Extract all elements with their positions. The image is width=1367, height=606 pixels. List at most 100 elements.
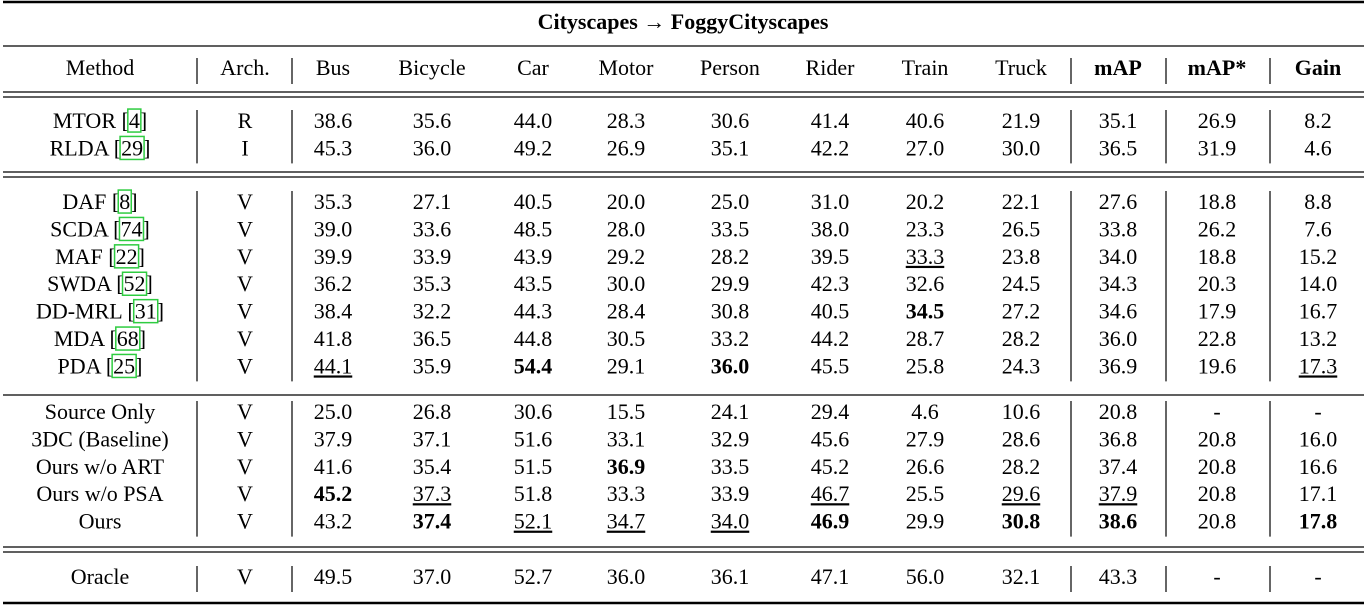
cell: 29.6 <box>1002 481 1041 506</box>
cell: 36.0 <box>711 353 750 378</box>
citation-link[interactable]: [4] <box>122 108 148 133</box>
cell: 45.3 <box>314 135 353 160</box>
cell: 20.8 <box>1099 399 1138 424</box>
cell: 32.9 <box>711 426 750 451</box>
method: 3DC (Baseline) <box>31 426 168 451</box>
citation-link[interactable]: [8] <box>112 189 138 214</box>
cell: 8.8 <box>1304 189 1332 214</box>
cell: 44.2 <box>811 326 850 351</box>
cell: 33.3 <box>906 244 945 269</box>
method-name: RLDA [29] <box>50 135 151 160</box>
cell: 51.8 <box>514 481 553 506</box>
cell: 52.1 <box>514 509 553 534</box>
cell: 27.9 <box>906 426 945 451</box>
method-name: SCDA [74] <box>50 216 150 241</box>
arch: V <box>237 426 253 451</box>
cell: 36.2 <box>314 271 353 296</box>
cell: 35.1 <box>711 135 750 160</box>
cell: 28.2 <box>1002 454 1041 479</box>
cell: 51.5 <box>514 454 553 479</box>
method: MTOR <box>53 108 116 133</box>
cell: 34.6 <box>1099 299 1138 324</box>
cell: 40.5 <box>811 299 850 324</box>
cell: 20.2 <box>906 189 945 214</box>
method-name: MAF [22] <box>55 244 145 269</box>
citation-box <box>132 298 159 324</box>
cell: 34.5 <box>906 299 945 324</box>
citation-link[interactable]: [74] <box>113 216 150 241</box>
cell: 26.9 <box>1198 108 1237 133</box>
cell: 35.1 <box>1099 108 1138 133</box>
cell: 35.3 <box>413 271 452 296</box>
cell: 36.1 <box>711 564 750 589</box>
arch: V <box>237 564 253 589</box>
cell: 30.0 <box>607 271 646 296</box>
cell: 36.8 <box>1099 426 1138 451</box>
cell: 24.3 <box>1002 353 1041 378</box>
cell: 28.3 <box>607 108 646 133</box>
cell: 26.5 <box>1002 216 1041 241</box>
column-header: mAP* <box>1188 55 1247 80</box>
cell: 33.5 <box>711 216 750 241</box>
cell: - <box>1213 399 1220 424</box>
cell: 33.9 <box>711 481 750 506</box>
cell: 17.9 <box>1198 299 1237 324</box>
method-name: Ours w/o PSA <box>36 481 163 506</box>
arch: V <box>237 454 253 479</box>
cell: 8.2 <box>1304 108 1332 133</box>
cell: 43.2 <box>314 509 353 534</box>
cell: 36.9 <box>607 454 646 479</box>
method: SCDA <box>50 216 109 241</box>
citation-link[interactable]: [52] <box>116 271 153 296</box>
cell: 33.9 <box>413 244 452 269</box>
column-header: Gain <box>1295 55 1341 80</box>
cell: 36.5 <box>1099 135 1138 160</box>
cell: 35.3 <box>314 189 353 214</box>
cell: 32.2 <box>413 299 452 324</box>
column-header: Bus <box>316 55 350 80</box>
cell: 44.0 <box>514 108 553 133</box>
cell: 28.2 <box>1002 326 1041 351</box>
citation-box <box>127 108 142 133</box>
cell: 13.2 <box>1299 326 1338 351</box>
cell: 39.9 <box>314 244 353 269</box>
citation-box <box>115 326 141 351</box>
citation-link[interactable]: [25] <box>106 353 143 378</box>
method: MDA <box>54 326 105 351</box>
cell: 33.1 <box>607 426 646 451</box>
cell: - <box>1213 564 1220 589</box>
column-header: Train <box>902 55 949 80</box>
citation-link[interactable]: [31] <box>127 299 164 324</box>
citation-link[interactable]: [29] <box>114 135 151 160</box>
cell: 25.0 <box>314 399 353 424</box>
cell: 31.0 <box>811 189 850 214</box>
cell: 25.5 <box>906 481 945 506</box>
cell: 16.6 <box>1299 454 1338 479</box>
cell: 29.1 <box>607 353 646 378</box>
method-name: DAF [8] <box>62 189 137 214</box>
arch: V <box>237 271 253 296</box>
cell: 43.9 <box>514 244 553 269</box>
cell: 36.0 <box>607 564 646 589</box>
method: Source Only <box>45 399 156 424</box>
cell: 39.5 <box>811 244 850 269</box>
cell: 33.8 <box>1099 216 1138 241</box>
column-header: Person <box>700 55 760 80</box>
citation-box <box>111 353 137 379</box>
cell: 14.0 <box>1299 271 1338 296</box>
cell: 47.1 <box>811 564 850 589</box>
cell: 49.5 <box>314 564 353 589</box>
cell: 20.8 <box>1198 509 1237 534</box>
cell: 17.1 <box>1299 481 1338 506</box>
citation-link[interactable]: [68] <box>109 326 146 351</box>
cell: 37.3 <box>413 481 452 506</box>
cell: 39.0 <box>314 216 353 241</box>
cell: 30.6 <box>514 399 553 424</box>
cell: - <box>1314 399 1321 424</box>
cell: 33.6 <box>413 216 452 241</box>
cell: 32.6 <box>906 271 945 296</box>
citation-link[interactable]: [22] <box>108 244 145 269</box>
cell: 4.6 <box>1304 135 1332 160</box>
cell: 4.6 <box>911 399 939 424</box>
